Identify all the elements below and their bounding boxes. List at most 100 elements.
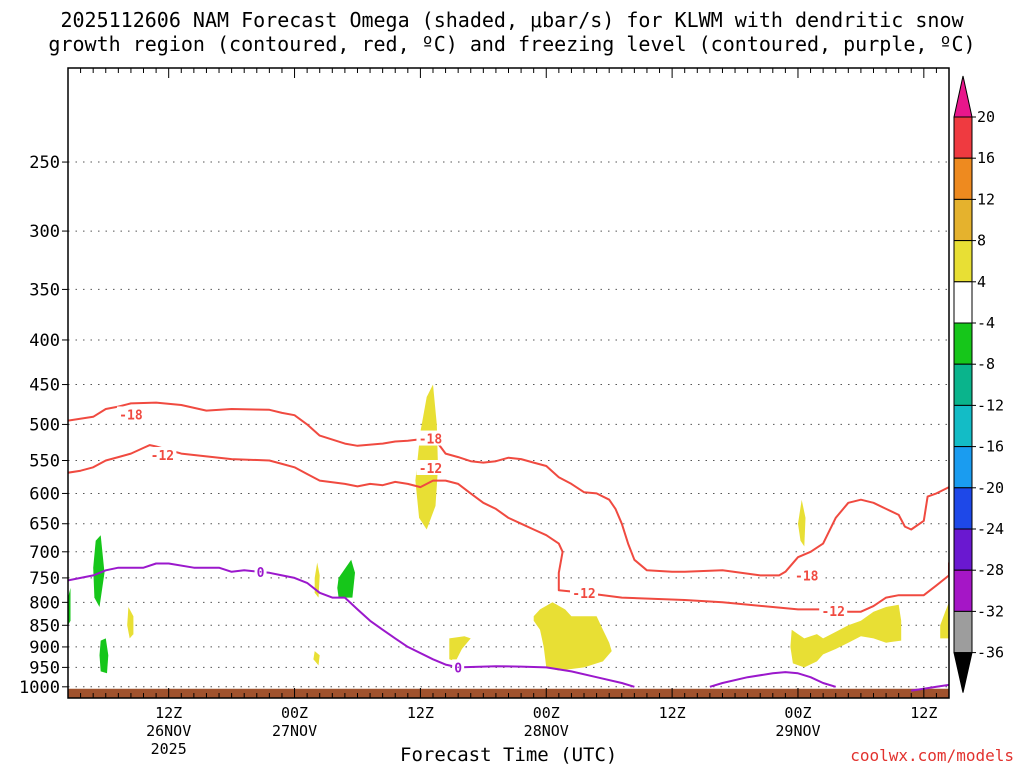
omega-region-5 <box>533 602 612 671</box>
y-tick-label-350: 350 <box>29 280 60 300</box>
colorbar-swatch-7 <box>953 404 973 448</box>
omega-shading <box>68 384 949 674</box>
contour-label-0-1: -18 <box>419 433 443 448</box>
colorbar-swatch-6 <box>953 363 973 406</box>
colorbar-swatch-8 <box>953 446 973 489</box>
y-axis: 2503003504004505005506006507007508008509… <box>19 153 68 698</box>
colorbar-swatch-4 <box>953 281 973 324</box>
colorbar-label-1: 16 <box>977 149 995 167</box>
colorbar-swatch-5 <box>953 322 973 365</box>
colorbar-label-5: -4 <box>977 314 995 332</box>
omega-region-9 <box>93 535 105 607</box>
colorbar-label-9: -20 <box>977 479 1004 497</box>
colorbar-swatch-9 <box>953 487 973 530</box>
contour-label-bg-0-0 <box>116 406 145 422</box>
x-tick-label-36-0: 00Z <box>533 704 560 722</box>
contour-label-0-0: -18 <box>119 408 143 423</box>
y-tick-label-450: 450 <box>29 376 60 396</box>
colorbar-swatch-0 <box>953 116 973 159</box>
y-tick-label-650: 650 <box>29 515 60 535</box>
x-tick-label-6-2: 2025 <box>151 740 187 758</box>
omega-region-10 <box>99 638 109 674</box>
omega-region-6 <box>790 604 902 668</box>
chart-title-line-2: growth region (contoured, red, ºC) and f… <box>48 32 976 56</box>
colorbar-swatch-2 <box>953 198 973 242</box>
colorbar-top-arrow <box>953 75 973 118</box>
contour-labels: -18 -18 -18 -12 -12 -12 -12 0 0 <box>116 406 848 676</box>
contour-label-bg-1-3 <box>819 602 848 618</box>
omega-region-0 <box>415 384 438 530</box>
colorbar-swatch-3 <box>953 240 973 283</box>
colorbar-label-2: 12 <box>977 190 995 208</box>
grid <box>68 161 949 688</box>
colorbar-label-12: -32 <box>977 602 1004 620</box>
contour-label-bg-1-2 <box>570 584 599 600</box>
contour-label-1-3: -12 <box>821 605 844 620</box>
y-tick-label-300: 300 <box>29 222 60 242</box>
colorbar-swatch-10 <box>953 528 973 571</box>
colorbar-label-4: 4 <box>977 273 986 291</box>
x-tick-label-56-0: 00Z <box>784 704 811 722</box>
colorbar-label-0: 20 <box>977 108 995 126</box>
y-tick-label-750: 750 <box>29 569 60 589</box>
chart-title-line-1: 2025112606 NAM Forecast Omega (shaded, μ… <box>60 8 964 32</box>
colorbar-label-8: -16 <box>977 438 1004 456</box>
colorbar-label-6: -8 <box>977 355 995 373</box>
colorbar-bottom-arrow <box>953 652 973 693</box>
x-tick-label-56-1: 29NOV <box>775 722 820 740</box>
plot-frame <box>67 67 950 699</box>
colorbar-swatch-1 <box>953 157 973 200</box>
y-tick-label-600: 600 <box>29 484 60 504</box>
omega-region-3 <box>127 607 134 639</box>
colorbar-label-3: 8 <box>977 232 986 250</box>
x-tick-label-66-0: 12Z <box>910 704 937 722</box>
x-tick-label-36-1: 28NOV <box>524 722 569 740</box>
contour-label-2-1: 0 <box>454 661 462 676</box>
omega-region-8 <box>940 602 949 639</box>
omega-region-2 <box>313 651 320 666</box>
contour-line-2 <box>68 562 635 688</box>
colorbar-label-11: -28 <box>977 561 1004 579</box>
x-tick-label-6-1: 26NOV <box>146 722 191 740</box>
contour-label-bg-1-0 <box>148 446 177 462</box>
contour-label-bg-2-0 <box>254 563 267 579</box>
y-tick-label-1000: 1000 <box>19 678 60 698</box>
contour-line-4 <box>911 683 949 692</box>
contour-label-bg-0-2 <box>792 567 821 583</box>
y-tick-label-400: 400 <box>29 331 60 351</box>
y-tick-label-950: 950 <box>29 658 60 678</box>
y-tick-label-700: 700 <box>29 543 60 563</box>
contour-label-bg-2-1 <box>452 659 465 675</box>
contour-label-2-0: 0 <box>257 566 265 581</box>
omega-region-4 <box>449 636 471 662</box>
colorbar-swatch-11 <box>953 569 973 612</box>
contour-line-0 <box>68 401 949 577</box>
contour-label-1-2: -12 <box>572 587 595 602</box>
colorbar-label-13: -36 <box>977 644 1004 662</box>
x-tick-label-16-0: 00Z <box>281 704 308 722</box>
x-tick-label-26-0: 12Z <box>407 704 434 722</box>
y-tick-label-550: 550 <box>29 452 60 472</box>
colorbar-swatch-12 <box>953 610 973 654</box>
y-tick-label-500: 500 <box>29 415 60 435</box>
y-tick-label-900: 900 <box>29 638 60 658</box>
colorbar-label-10: -24 <box>977 520 1004 538</box>
x-tick-label-16-1: 27NOV <box>272 722 317 740</box>
x-axis-title: Forecast Time (UTC) <box>400 744 618 766</box>
contour-label-0-2: -18 <box>795 569 819 584</box>
contour-label-1-0: -12 <box>151 449 174 464</box>
colorbar-label-7: -12 <box>977 396 1004 414</box>
colorbar: 20 16 12 8 4 -4 -8 -12 -16 -20 -24 -28 -32 -36 <box>953 75 1004 693</box>
contour-label-1-1: -12 <box>419 462 442 477</box>
contour-line-3 <box>709 671 836 688</box>
y-tick-label-800: 800 <box>29 593 60 613</box>
contour-line-1 <box>68 444 949 613</box>
x-tick-label-46-0: 12Z <box>659 704 686 722</box>
contour-label-bg-1-1 <box>416 460 445 476</box>
y-tick-label-850: 850 <box>29 616 60 636</box>
omega-region-7 <box>798 499 806 547</box>
omega-region-11 <box>337 559 355 598</box>
x-tick-label-6-0: 12Z <box>155 704 182 722</box>
